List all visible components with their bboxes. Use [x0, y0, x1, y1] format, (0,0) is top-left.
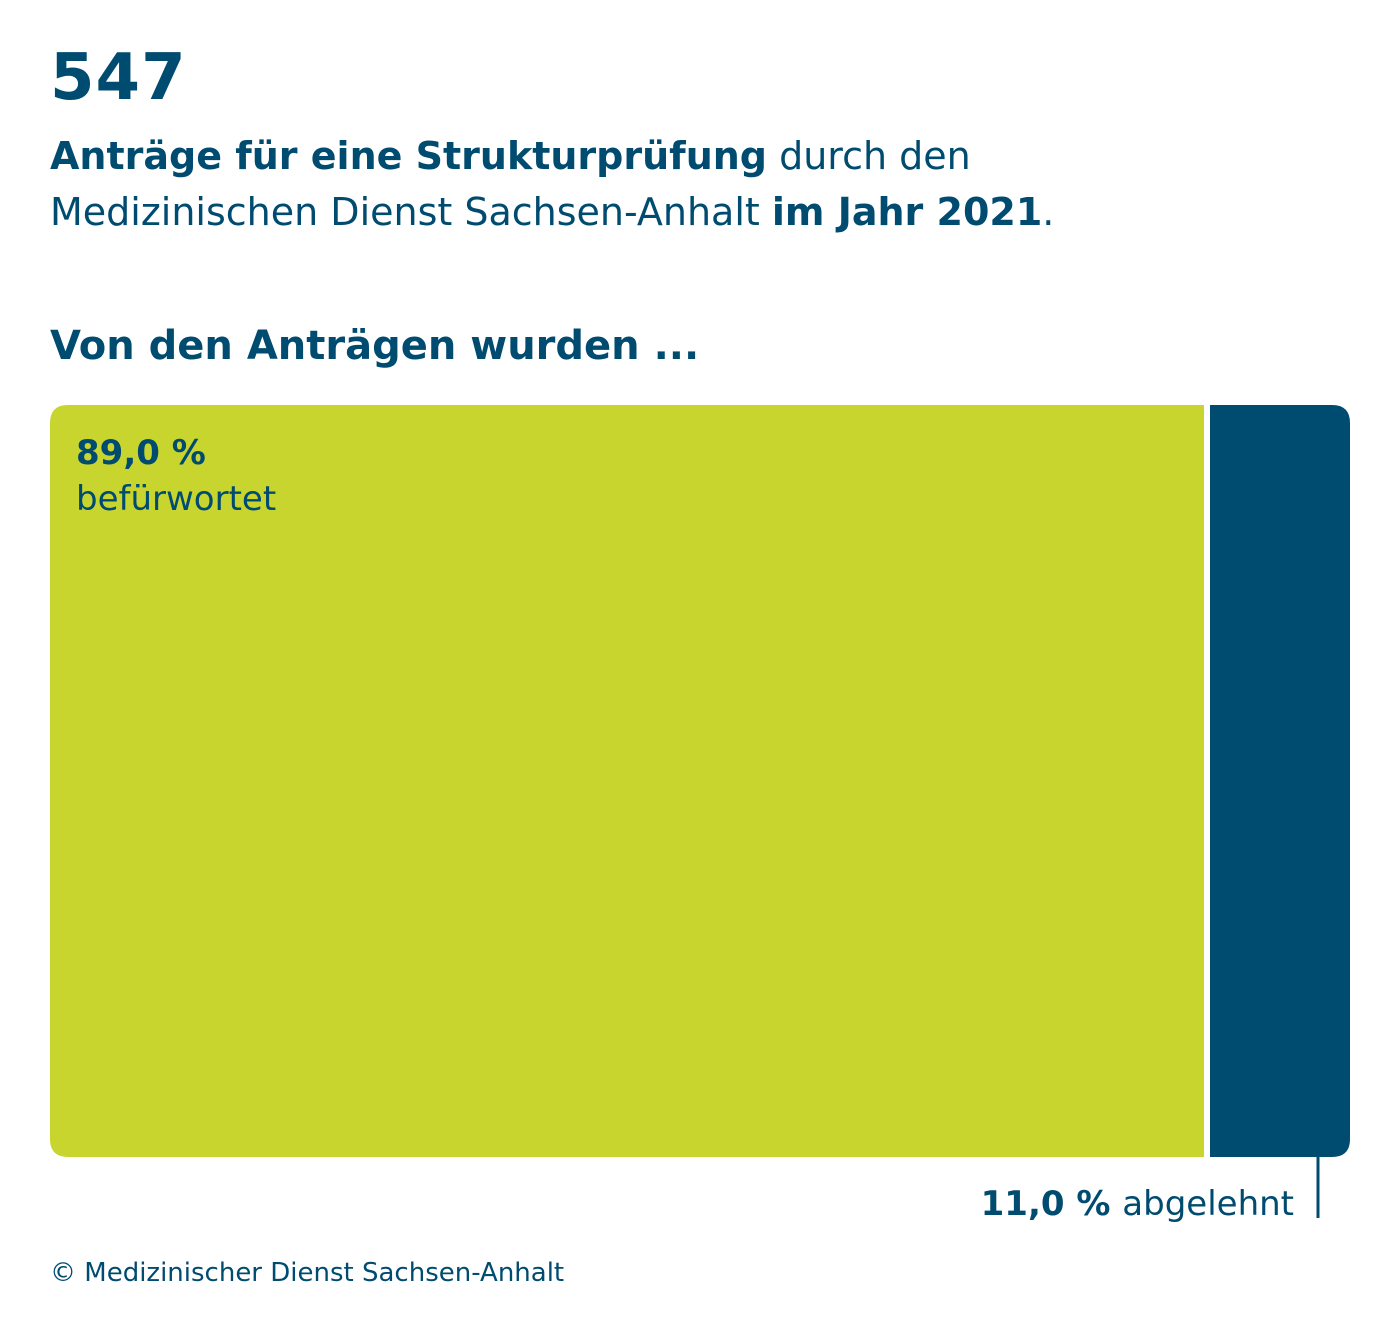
headline-year-text: im Jahr 2021: [771, 190, 1043, 234]
headline-period: .: [1042, 190, 1055, 234]
copyright-footer: © Medizinischer Dienst Sachsen-Anhalt: [50, 1258, 565, 1288]
rejected-label: 11,0 % abgelehnt: [981, 1184, 1294, 1224]
chart-title: Von den Anträgen wurden ...: [50, 323, 700, 369]
headline: Anträge für eine Strukturprüfung durch d…: [50, 128, 1350, 240]
headline-rest-text: durch den: [767, 134, 971, 178]
headline-line-2: Medizinischen Dienst Sachsen-Anhalt im J…: [50, 184, 1350, 240]
bar-segment-rejected: [1210, 405, 1350, 1157]
rejected-category-label: abgelehnt: [1122, 1184, 1294, 1224]
bar-segment-approved: [50, 405, 1204, 1157]
approved-value-label: 89,0 %: [76, 433, 206, 473]
headline-line-1: Anträge für eine Strukturprüfung durch d…: [50, 128, 1350, 184]
headline-bold-text: Anträge für eine Strukturprüfung: [50, 134, 768, 178]
headline-institution-text: Medizinischen Dienst Sachsen-Anhalt: [50, 190, 772, 234]
approved-category-label: befürwortet: [76, 479, 276, 519]
total-count: 547: [50, 41, 187, 115]
rejected-value-label: 11,0 %: [981, 1184, 1123, 1224]
